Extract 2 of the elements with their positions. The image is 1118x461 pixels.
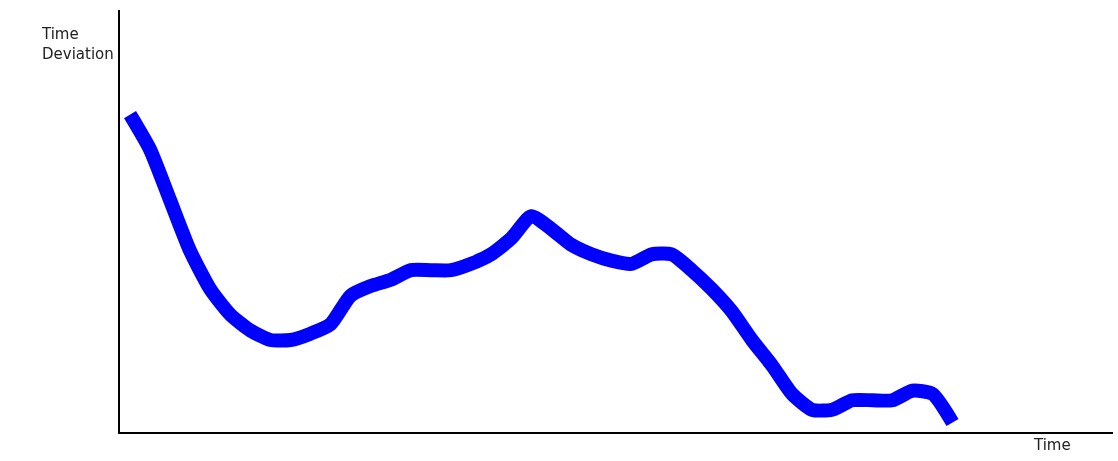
x-axis-title: Time — [1033, 436, 1071, 454]
y-axis-title: Time Deviation — [41, 25, 114, 63]
